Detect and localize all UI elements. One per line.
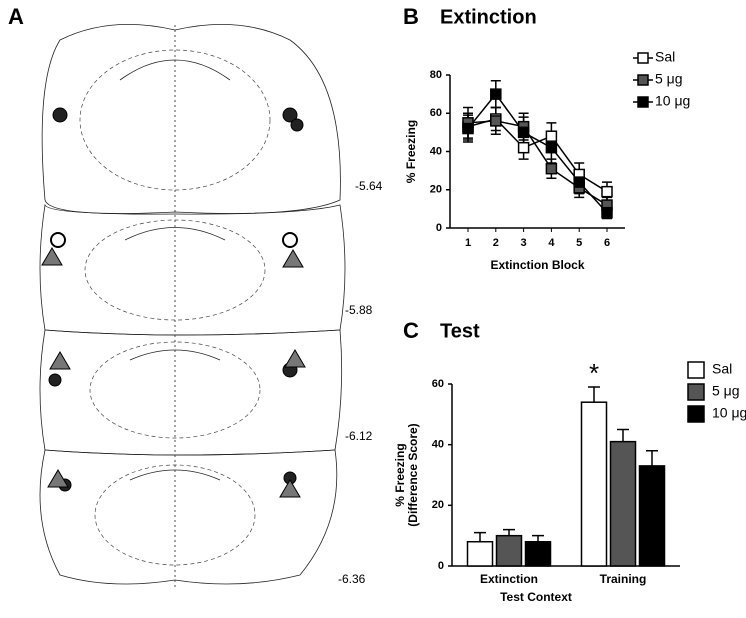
error-bar <box>474 531 486 542</box>
x-tick-label: 1 <box>465 237 471 249</box>
legend-swatch <box>687 361 705 379</box>
series-line <box>467 118 608 193</box>
y-tick-label: 60 <box>432 378 444 390</box>
bar <box>495 534 523 567</box>
y-tick-label: 20 <box>432 499 444 511</box>
legend-label: 10 μg <box>712 405 746 421</box>
annotation: * <box>589 358 599 388</box>
legend-swatch <box>637 52 649 64</box>
panel-label: A <box>8 4 24 29</box>
atlas-drawing <box>39 23 346 590</box>
chart-title: Test <box>440 320 480 342</box>
marker <box>517 141 530 154</box>
section-label: -5.64 <box>355 179 383 193</box>
y-tick-label: 60 <box>430 107 442 119</box>
x-tick-label: 4 <box>548 237 555 249</box>
bar <box>524 540 552 567</box>
x-axis-label: Extinction Block <box>490 258 584 272</box>
legend-label: Sal <box>655 49 675 65</box>
legend-label: 5 μg <box>712 383 740 399</box>
marker <box>517 126 530 139</box>
bar <box>609 440 637 567</box>
y-tick-label: 20 <box>430 184 442 196</box>
x-tick-label: Training <box>600 572 647 586</box>
legend-swatch <box>687 383 705 401</box>
y-tick-label: 40 <box>430 145 442 157</box>
section-label: -5.88 <box>345 303 373 317</box>
error-bar <box>503 528 515 536</box>
legend-swatch <box>637 74 649 86</box>
x-tick-label: 6 <box>604 237 610 249</box>
y-tick-label: 0 <box>438 560 444 572</box>
y-axis-label: % Freezing <box>404 120 418 183</box>
error-bar <box>617 428 629 442</box>
y-tick-label: 80 <box>430 69 442 81</box>
section-label: -6.12 <box>345 429 373 443</box>
x-axis-label: Test Context <box>500 590 572 604</box>
error-bar <box>588 386 600 403</box>
marker <box>490 88 502 100</box>
chart-title: Extinction <box>440 6 537 28</box>
marker <box>462 122 474 135</box>
error-bar <box>532 534 544 542</box>
x-tick-label: 2 <box>493 237 499 249</box>
marker <box>601 206 613 219</box>
marker <box>490 115 502 127</box>
legend-label: Sal <box>712 361 732 377</box>
marker <box>601 185 613 198</box>
marker <box>545 162 558 175</box>
y-axis-label: (Difference Score) <box>406 423 420 526</box>
series-line <box>467 120 608 206</box>
bar <box>638 465 666 567</box>
marker <box>545 141 558 154</box>
series-line <box>467 92 608 214</box>
legend-swatch <box>637 96 649 108</box>
marker <box>573 176 585 188</box>
y-axis-label: % Freezing <box>393 443 407 506</box>
x-tick-label: 5 <box>576 237 582 249</box>
error-bar <box>646 449 658 466</box>
y-tick-label: 40 <box>432 439 444 451</box>
x-tick-label: Extinction <box>480 572 538 586</box>
panel-label: C <box>403 318 419 343</box>
legend-label: 5 μg <box>655 71 683 87</box>
panel-label: B <box>403 4 419 29</box>
y-tick-label: 0 <box>436 222 442 234</box>
bar <box>580 401 608 567</box>
section-label: -6.36 <box>338 572 366 586</box>
bar <box>466 540 494 567</box>
legend-swatch <box>687 405 705 423</box>
marker <box>545 130 558 142</box>
legend-label: 10 μg <box>655 93 690 109</box>
x-tick-label: 3 <box>521 237 527 249</box>
